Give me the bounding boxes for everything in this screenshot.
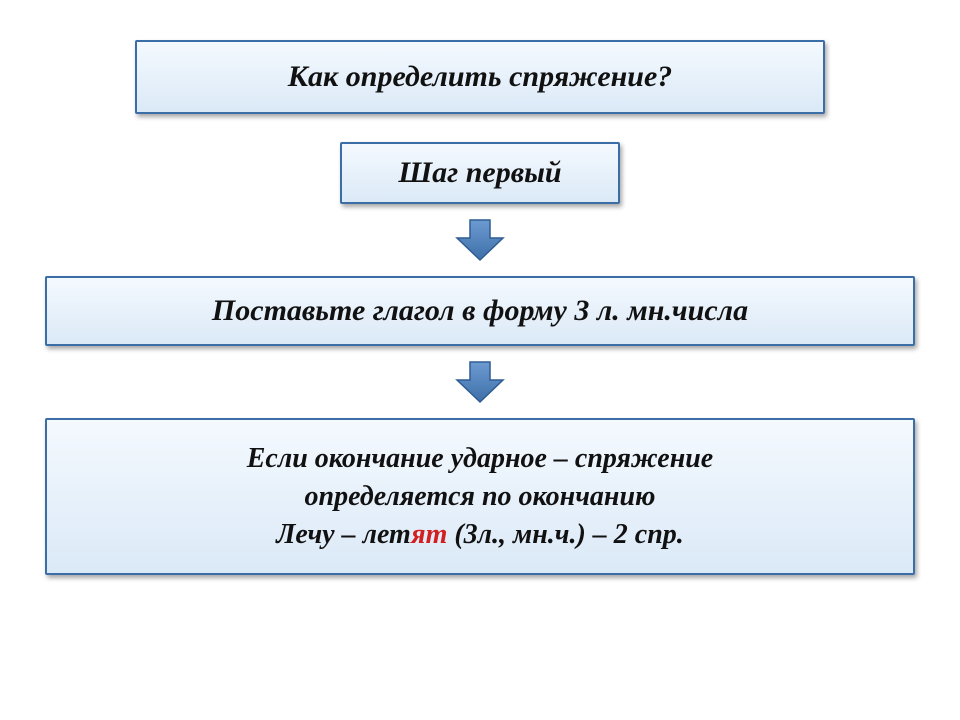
result-line1: Если окончание ударное – спряжение bbox=[247, 440, 713, 478]
result-line2: определяется по окончанию bbox=[305, 478, 656, 516]
instruction-box: Поставьте глагол в форму 3 л. мн.числа bbox=[45, 276, 915, 346]
instruction-text: Поставьте глагол в форму 3 л. мн.числа bbox=[212, 294, 748, 328]
title-box: Как определить спряжение? bbox=[135, 40, 825, 114]
arrow-2-wrap bbox=[455, 360, 505, 404]
result-line3: Лечу – летят (3л., мн.ч.) – 2 спр. bbox=[276, 516, 684, 554]
flowchart-canvas: Как определить спряжение? Шаг первый Пос… bbox=[0, 0, 960, 720]
arrow-down-icon bbox=[455, 360, 505, 404]
result-line3-pre: Лечу – лет bbox=[276, 519, 411, 550]
step-box: Шаг первый bbox=[340, 142, 620, 204]
result-box: Если окончание ударное – спряжение опред… bbox=[45, 418, 915, 575]
result-line3-post: (3л., мн.ч.) – 2 спр. bbox=[447, 519, 683, 550]
title-text: Как определить спряжение? bbox=[288, 60, 673, 94]
result-line3-highlight: ят bbox=[411, 519, 447, 550]
step-text: Шаг первый bbox=[398, 156, 561, 190]
arrow-1-wrap bbox=[455, 218, 505, 262]
arrow-down-icon bbox=[455, 218, 505, 262]
